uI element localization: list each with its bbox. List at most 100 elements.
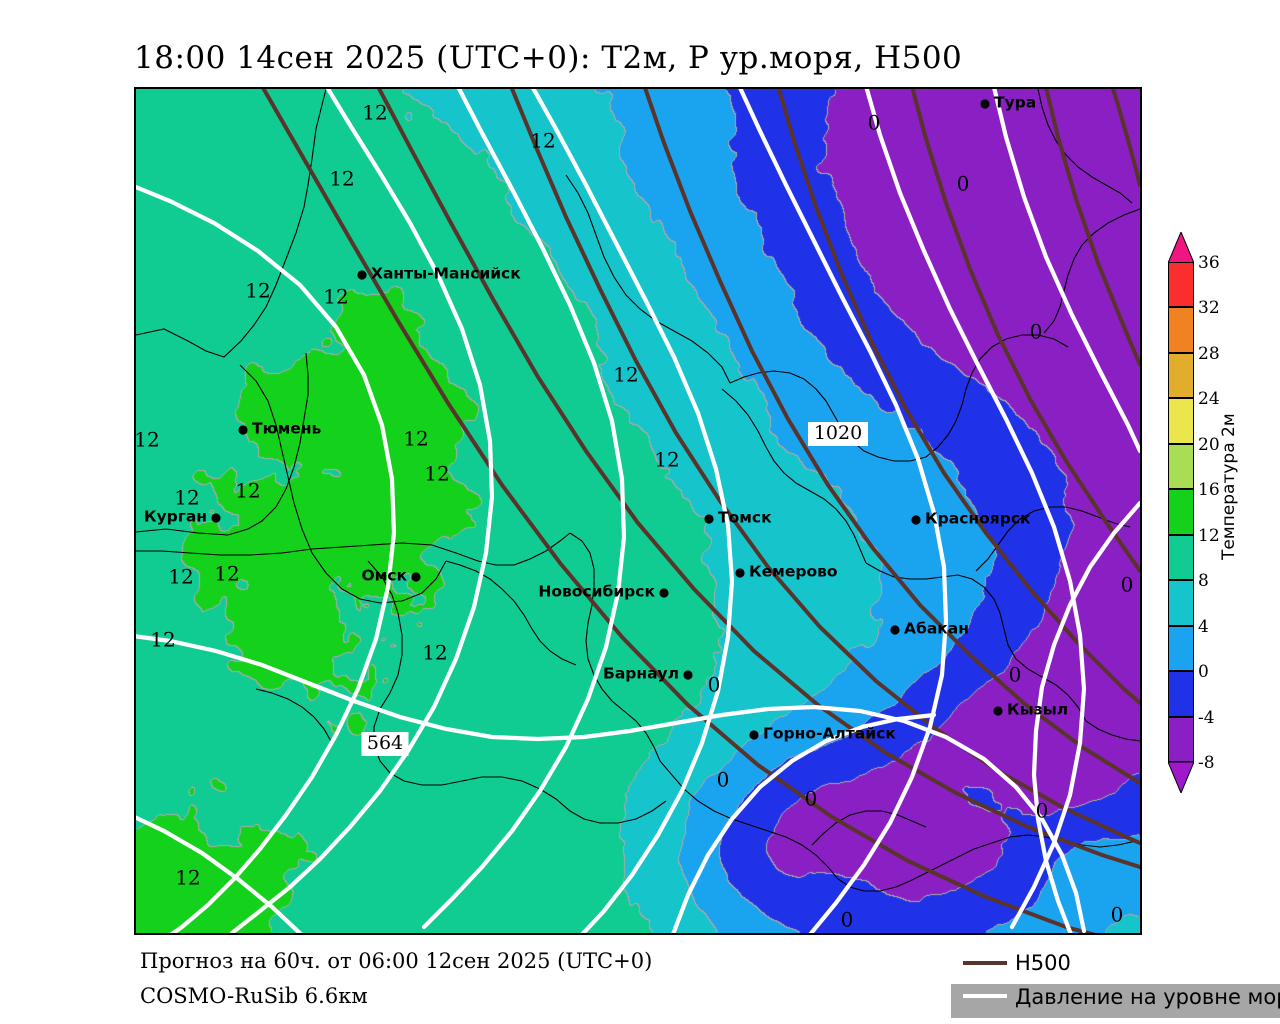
city-marker[interactable]: Омск	[361, 567, 421, 585]
svg-text:0: 0	[805, 787, 818, 811]
svg-text:12: 12	[530, 129, 555, 153]
isotherm-label: 12	[174, 486, 199, 510]
slp-line-swatch	[963, 994, 1007, 998]
isotherm-label: 12	[235, 479, 260, 503]
svg-text:12: 12	[214, 562, 239, 586]
svg-text:12: 12	[329, 167, 354, 191]
city-marker[interactable]: Красноярск	[911, 510, 1031, 528]
isotherm-label: 12	[136, 428, 160, 452]
isotherm-label: 0	[1030, 320, 1043, 344]
city-marker[interactable]: Тюмень	[238, 420, 322, 438]
isotherm-label: 0	[1121, 573, 1134, 597]
isotherm-label: 0	[717, 768, 730, 792]
colorbar-tick--4: -4	[1198, 707, 1215, 728]
isotherm-label: 0	[868, 111, 881, 135]
slp-contour	[531, 89, 735, 933]
svg-text:12: 12	[245, 279, 270, 303]
city-dot	[890, 625, 900, 635]
region-border	[239, 364, 447, 604]
city-label: Тюмень	[252, 420, 322, 438]
city-label: Новосибирск	[538, 583, 655, 601]
colorbar-under-arrow	[1167, 761, 1195, 795]
colorbar-tick-8: 8	[1198, 571, 1209, 592]
city-marker[interactable]: Курган	[144, 508, 221, 526]
city-marker[interactable]: Горно-Алтайск	[749, 725, 896, 743]
svg-text:0: 0	[957, 172, 970, 196]
weather-map[interactable]: 12 12 12 12 12 12 12 12 12 12 12 12 12 12 12 12 12 0 0 0 0 0 0…	[134, 87, 1142, 935]
svg-text:564: 564	[367, 732, 403, 754]
isotherm-label: 12	[613, 363, 638, 387]
svg-text:0: 0	[1111, 903, 1124, 927]
h500-contour	[377, 89, 1140, 869]
isotherm-label: 12	[424, 462, 449, 486]
city-marker[interactable]: Ханты-Мансийск	[357, 265, 521, 283]
h500-contour	[261, 89, 1096, 933]
city-label: Ханты-Мансийск	[371, 265, 521, 283]
colorbar-tick-32: 32	[1198, 298, 1220, 319]
h500-line-swatch	[963, 961, 1007, 965]
city-marker[interactable]: Абакан	[890, 620, 969, 638]
legend-h500-label: H500	[1015, 951, 1071, 975]
city-marker[interactable]: Кемерово	[735, 563, 838, 581]
city-marker[interactable]: Новосибирск	[538, 583, 669, 601]
city-dot	[659, 588, 669, 598]
colorbar-ticks: 36 32 28 24 20 16 12 8 4 0 -4 -8	[1198, 253, 1246, 773]
city-label: Омск	[361, 567, 407, 585]
region-border	[255, 688, 333, 744]
colorbar-band-20-24	[1168, 398, 1194, 444]
isotherm-label: 12	[530, 129, 555, 153]
isotherm-label: 12	[175, 866, 200, 890]
region-border	[136, 352, 309, 536]
h500-contour	[1044, 89, 1140, 367]
colorbar-band-4-8	[1168, 580, 1194, 626]
colorbar-band--8--4	[1168, 716, 1194, 762]
legend-sea-level-pressure: Давление на уровне моря	[951, 984, 1280, 1018]
region-border	[721, 388, 867, 564]
legend-h500: H500	[963, 951, 1071, 977]
svg-text:12: 12	[168, 565, 193, 589]
colorbar-band-24-28	[1168, 352, 1194, 399]
svg-text:12: 12	[150, 628, 175, 652]
slp-contour	[992, 89, 1140, 454]
legend-slp-label: Давление на уровне моря	[1015, 985, 1280, 1009]
city-marker[interactable]: Тура	[980, 94, 1036, 112]
svg-text:12: 12	[136, 428, 160, 452]
h500-contour	[776, 89, 1140, 705]
city-label: Красноярск	[925, 510, 1031, 528]
isotherm-label: 0	[805, 787, 818, 811]
city-dot	[683, 670, 693, 680]
region-border	[136, 89, 327, 358]
svg-text:12: 12	[422, 641, 447, 665]
svg-text:0: 0	[1030, 320, 1043, 344]
colorbar-tick-4: 4	[1198, 616, 1209, 637]
colorbar-band--4-0	[1168, 671, 1194, 717]
isotherm-label: 12	[422, 641, 447, 665]
colorbar-band-12-16	[1168, 489, 1194, 535]
colorbar-tick-16: 16	[1198, 480, 1220, 501]
h500-contour	[509, 89, 1140, 845]
isotherm-label: 12	[150, 628, 175, 652]
slp-contour	[136, 634, 1087, 933]
h500-contour	[910, 89, 1140, 573]
svg-text:0: 0	[1036, 799, 1049, 823]
isotherm-label: 12	[168, 565, 193, 589]
colorbar-band-8-12	[1168, 534, 1194, 581]
region-border	[925, 334, 1069, 458]
colorbar	[1167, 230, 1195, 795]
svg-text:12: 12	[175, 866, 200, 890]
colorbar-band-16-20	[1168, 443, 1194, 490]
svg-text:12: 12	[235, 479, 260, 503]
city-marker[interactable]: Томск	[704, 509, 772, 527]
region-border	[445, 560, 577, 666]
isotherm-label: 12	[329, 167, 354, 191]
colorbar-band-32-36	[1168, 262, 1194, 308]
slp-contour	[1031, 500, 1140, 933]
svg-text:12: 12	[424, 462, 449, 486]
isotherm-label: 12	[654, 448, 679, 472]
slp-contour	[421, 89, 627, 930]
city-marker[interactable]: Кызыл	[993, 701, 1068, 719]
contour-value-label: 564	[361, 732, 409, 756]
region-border	[729, 370, 927, 462]
city-marker[interactable]: Барнаул	[603, 665, 693, 683]
isotherm-label: 12	[362, 101, 387, 125]
